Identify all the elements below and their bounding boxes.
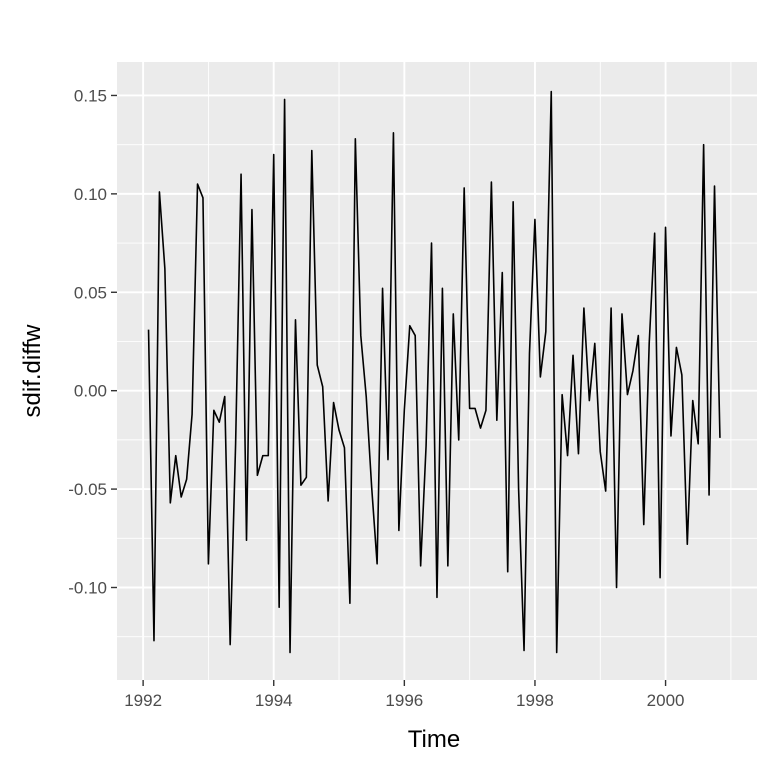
x-tick-label: 1992 [124, 691, 162, 710]
y-axis: -0.10 -0.05 0.00 0.05 0.10 0.15 [68, 86, 117, 597]
y-axis-title: sdif.diffw [19, 324, 46, 418]
x-tick-label: 1998 [516, 691, 554, 710]
major-gridlines [117, 62, 757, 680]
x-axis: 1992 1994 1996 1998 2000 [124, 680, 684, 710]
y-tick-label: 0.00 [74, 382, 107, 401]
x-tick-label: 1996 [385, 691, 423, 710]
x-tick-label: 1994 [255, 691, 293, 710]
x-tick-label: 2000 [647, 691, 685, 710]
y-tick-label: -0.05 [68, 480, 107, 499]
y-tick-label: 0.15 [74, 86, 107, 105]
series-line [147, 90, 721, 654]
minor-gridlines [117, 62, 757, 680]
y-tick-label: 0.05 [74, 283, 107, 302]
x-axis-title: Time [408, 726, 460, 753]
y-tick-label: 0.10 [74, 185, 107, 204]
y-tick-label: -0.10 [68, 578, 107, 597]
